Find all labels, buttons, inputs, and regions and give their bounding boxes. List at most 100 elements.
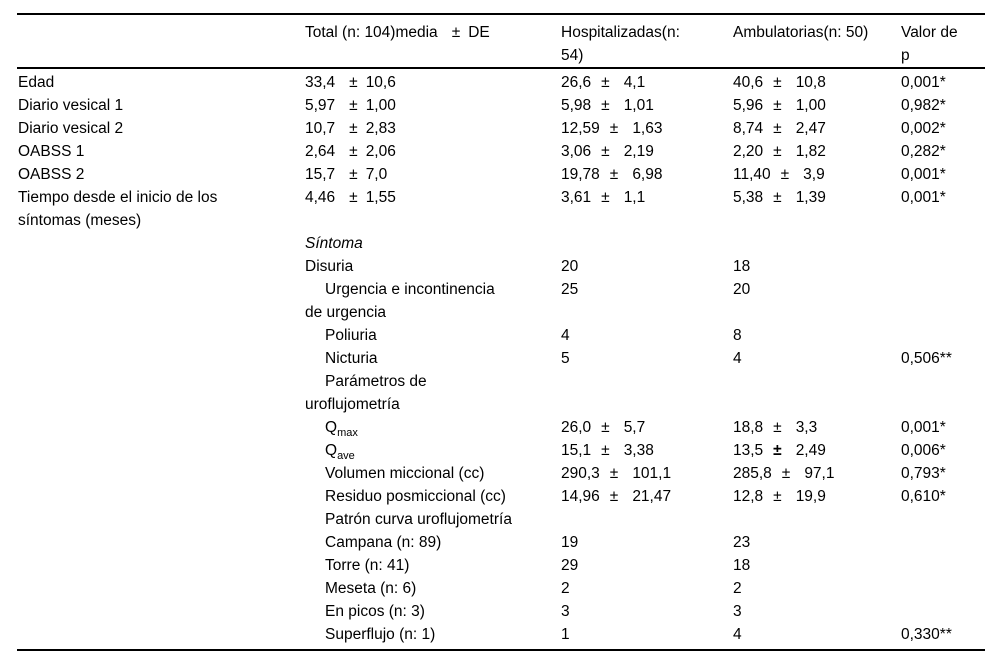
count-value: 1 — [561, 626, 570, 644]
p-value: 0,982* — [901, 97, 946, 114]
stat-value: 11,40 ±3,9 — [733, 163, 901, 186]
p-value-cell: 0,793* — [901, 462, 985, 485]
stat-sd: 2,49 — [795, 442, 826, 460]
stat-sd: 4,1 — [623, 74, 646, 91]
table-row: Poliuria 4 8 — [17, 324, 985, 347]
stat-value: 5,98 ±1,01 — [561, 94, 733, 117]
amb-value-cell: 20 — [733, 278, 901, 324]
stat-mean: 3,06 — [561, 143, 592, 160]
stat-value: 14,96 ±21,47 — [561, 485, 733, 508]
sub-label-cell: Residuo posmiccional (cc) — [305, 485, 561, 508]
table-row: Urgencia e incontinencia de urgencia 25 20 — [17, 278, 985, 324]
count-value: 18 — [733, 258, 751, 275]
p-value-cell: 0,001* — [901, 186, 985, 232]
count-value: 8 — [733, 327, 742, 344]
sub-label-subscript: ave — [337, 450, 355, 463]
stat-sd: 2,06 — [365, 143, 396, 160]
header-col-hospitalizadas: Hospitalizadas(n: 54) — [561, 21, 733, 67]
table-row: Diario vesical 1 5,97 ±1,00 5,98 ±1,01 5,96 ±1… — [17, 94, 985, 117]
plus-minus-icon: ± — [349, 166, 358, 183]
p-value-cell — [901, 600, 985, 623]
row-label-cell — [17, 623, 305, 646]
p-value-cell: 0,001* — [901, 71, 985, 94]
amb-value-cell: 18 — [733, 255, 901, 278]
header-line: Hospitalizadas(n: — [561, 24, 680, 41]
p-value-cell: 0,001* — [901, 416, 985, 439]
stat-value: 2,20 ±1,82 — [733, 140, 901, 163]
sub-label: Síntoma — [305, 235, 363, 252]
row-label-cell — [17, 600, 305, 623]
plus-minus-icon: ± — [601, 74, 610, 91]
p-value-cell — [901, 531, 985, 554]
stat-value: 33,4 ±10,6 — [305, 71, 561, 94]
table-row: Torre (n: 41) 29 18 — [17, 554, 985, 577]
hosp-value-cell: 12,59 ±1,63 — [561, 117, 733, 140]
plus-minus-icon: ± — [349, 189, 358, 206]
sub-label: Patrón curva uroflujometría — [325, 511, 512, 529]
row-label-cell — [17, 439, 305, 462]
stat-sd: 1,63 — [632, 120, 663, 137]
sub-label: Urgencia e incontinencia — [325, 281, 495, 298]
stat-sd: 7,0 — [365, 166, 388, 183]
row-label-cell — [17, 347, 305, 370]
plus-minus-icon: ± — [773, 120, 782, 137]
stat-sd: 1,00 — [365, 97, 396, 114]
header-col-parameter — [17, 21, 305, 67]
stat-sd: 3,3 — [795, 419, 818, 436]
p-value-cell: 0,282* — [901, 140, 985, 163]
stat-sd: 2,19 — [623, 143, 654, 160]
p-value: 0,006* — [901, 442, 946, 460]
plus-minus-icon: ± — [773, 97, 782, 114]
table-header: Total (n: 104)media ± DE Hospitalizadas(… — [17, 15, 985, 69]
amb-value-cell: 18,8 ±3,3 — [733, 416, 901, 439]
sub-label-base: Q — [325, 442, 338, 460]
plus-minus-icon: ± — [349, 74, 358, 91]
row-label-cell: Edad — [17, 71, 305, 94]
stat-mean: 2,20 — [733, 143, 764, 160]
stat-mean: 2,64 — [305, 143, 336, 160]
p-value-cell — [901, 255, 985, 278]
sub-label-cell: Qave — [305, 439, 561, 462]
stat-value: 2,64 ±2,06 — [305, 140, 561, 163]
amb-value-cell: 3 — [733, 600, 901, 623]
amb-value-cell: 8,74 ±2,47 — [733, 117, 901, 140]
amb-value-cell: 11,40 ±3,9 — [733, 163, 901, 186]
stat-value: 18,8 ±3,3 — [733, 416, 901, 439]
amb-value-cell: 18 — [733, 554, 901, 577]
sub-label-subscript: max — [337, 427, 358, 440]
table-body: Edad 33,4 ±10,6 26,6 ±4,1 40,6 ±10,8 0,001* Diar… — [17, 69, 985, 649]
header-line: p — [901, 47, 910, 64]
sub-label-cell: En picos (n: 3) — [305, 600, 561, 623]
stat-mean: 12,59 — [561, 120, 600, 137]
row-label-cell — [17, 370, 305, 416]
row-label: OABSS 2 — [18, 166, 85, 183]
table-row: Volumen miccional (cc) 290,3 ±101,1 285,8 ±9… — [17, 462, 985, 485]
stat-sd: 2,83 — [365, 120, 396, 137]
sub-label-cell: Qmax — [305, 416, 561, 439]
amb-value-cell: 5,96 ±1,00 — [733, 94, 901, 117]
plus-minus-icon: ± — [773, 419, 782, 436]
table-row: Meseta (n: 6) 2 2 — [17, 577, 985, 600]
row-label-cell — [17, 508, 305, 531]
row-label-cell — [17, 462, 305, 485]
stat-mean: 10,7 — [305, 120, 336, 137]
count-value: 25 — [561, 281, 579, 298]
stat-mean: 26,0 — [561, 419, 592, 436]
row-label-cell — [17, 554, 305, 577]
hosp-value-cell: 19,78 ±6,98 — [561, 163, 733, 186]
plus-minus-icon: ± — [601, 419, 610, 436]
row-label-cell — [17, 531, 305, 554]
sub-label-cell: Urgencia e incontinencia de urgencia — [305, 278, 561, 324]
table-row: Qmax 26,0 ±5,7 18,8 ±3,3 0,001* — [17, 416, 985, 439]
plus-minus-icon: ± — [609, 488, 619, 506]
stat-mean: 19,78 — [561, 166, 600, 183]
stat-value: 12,59 ±1,63 — [561, 117, 733, 140]
row-label-cell: Diario vesical 1 — [17, 94, 305, 117]
amb-value-cell: 2,20 ±1,82 — [733, 140, 901, 163]
count-value: 4 — [733, 350, 742, 367]
hosp-value-cell: 25 — [561, 278, 733, 324]
amb-value-cell: 5,38 ±1,39 — [733, 186, 901, 232]
sub-label-cell: Nicturia — [305, 347, 561, 370]
sub-label: uroflujometría — [305, 396, 400, 413]
sub-label-cell: Poliuria — [305, 324, 561, 347]
